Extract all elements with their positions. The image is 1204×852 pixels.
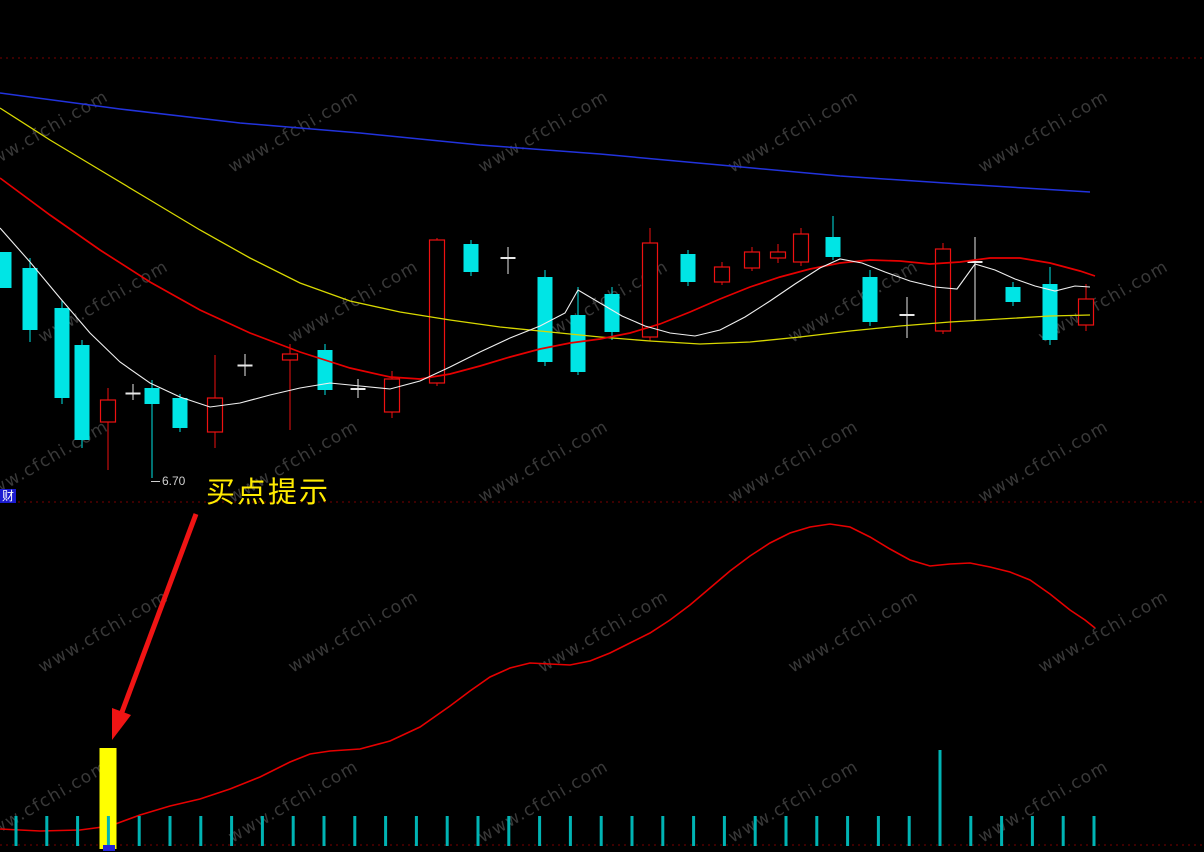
- candle-body-down: [463, 244, 479, 272]
- ma-line-blue: [0, 92, 1091, 193]
- buy-arrow-shaft: [119, 513, 199, 713]
- candle-body-down: [537, 277, 553, 362]
- ma-layer: [0, 92, 1096, 408]
- price-callout-text: 6.70: [162, 474, 186, 488]
- candle-body-down: [570, 315, 586, 372]
- ma-line-white: [0, 227, 1091, 408]
- candle-body-down: [862, 277, 878, 322]
- candle-body-down: [144, 388, 160, 404]
- candle-body-down: [1042, 284, 1058, 340]
- candle-body-down: [680, 254, 696, 282]
- candle-body-up: [383, 378, 401, 413]
- price-callout: 6.70: [151, 474, 185, 488]
- scroll-thumb: [103, 845, 115, 851]
- candle-body-up: [743, 251, 761, 269]
- buy-arrow-head: [112, 708, 131, 740]
- annotation-layer: [112, 513, 199, 740]
- candle-body-up: [641, 242, 659, 338]
- candle-body-down: [22, 268, 38, 330]
- candle-body-up: [281, 353, 299, 361]
- candle-body-up: [792, 233, 810, 263]
- candle-body-down: [54, 308, 70, 398]
- buy-signal-bar: [99, 748, 117, 849]
- ma-line-yellow: [0, 107, 1091, 345]
- candle-body-up: [206, 397, 224, 433]
- candle-body-up: [713, 266, 731, 283]
- candle-body-up: [1077, 298, 1095, 326]
- candle-body-down: [317, 350, 333, 390]
- candle-body-up: [428, 239, 446, 384]
- candles-layer: [0, 216, 1095, 478]
- callout-pointer-line: [151, 481, 160, 483]
- candle-body-down: [825, 237, 841, 257]
- candle-body-down: [172, 398, 188, 428]
- indicator-layer: [0, 523, 1096, 851]
- candle-body-up: [99, 399, 117, 423]
- corner-tag: 财: [0, 489, 17, 503]
- candle-body-up: [934, 248, 952, 332]
- candle-body-down: [74, 345, 90, 440]
- buy-hint-label: 买点提示: [206, 475, 331, 509]
- candle-body-up: [769, 251, 787, 259]
- ma-line-red: [0, 177, 1096, 380]
- candle-body-down: [0, 252, 12, 288]
- grid-layer: [0, 57, 1204, 846]
- candle-body-down: [1005, 287, 1021, 302]
- candle-body-down: [604, 294, 620, 332]
- indicator-curve: [0, 523, 1096, 832]
